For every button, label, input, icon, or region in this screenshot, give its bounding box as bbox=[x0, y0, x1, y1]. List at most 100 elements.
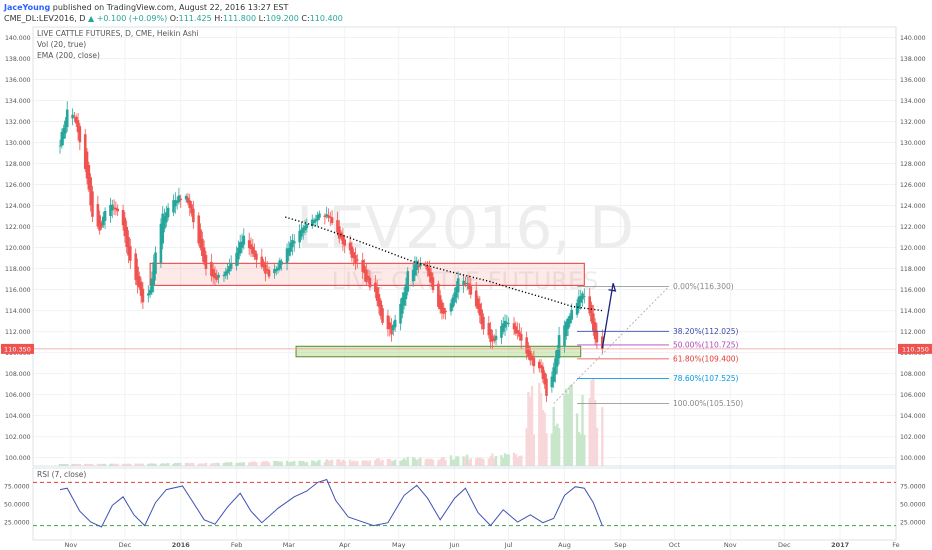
candle-body bbox=[350, 246, 354, 258]
volume-bar bbox=[174, 462, 177, 466]
volume-bar bbox=[581, 395, 584, 466]
volume-bar bbox=[487, 458, 491, 466]
volume-bar bbox=[76, 463, 80, 466]
volume-bar bbox=[188, 463, 191, 466]
change-value: +0.100 (+0.09%) bbox=[96, 14, 168, 23]
candle-body bbox=[592, 313, 595, 331]
legend-rsi: RSI (7, close) bbox=[37, 470, 86, 479]
volume-bar bbox=[293, 460, 296, 466]
volume-bar bbox=[348, 459, 352, 466]
candle-body bbox=[415, 260, 419, 270]
candle-body bbox=[545, 378, 548, 396]
candle-body bbox=[316, 215, 319, 221]
y-tick-label-right: 136.000 bbox=[900, 77, 926, 84]
candle-body bbox=[330, 217, 334, 224]
chart-legend: LIVE CATTLE FUTURES, D, CME, Heikin Ashi… bbox=[37, 29, 199, 479]
rsi-tick-label-left: 75.0000 bbox=[4, 484, 30, 491]
y-tick-label-right: 140.000 bbox=[900, 35, 926, 42]
volume-bar bbox=[341, 459, 345, 466]
candle-body bbox=[175, 200, 179, 204]
candle-body bbox=[514, 326, 518, 334]
candle-body bbox=[428, 268, 431, 277]
volume-bar bbox=[73, 463, 76, 466]
arrow-shaft[interactable] bbox=[601, 283, 614, 349]
y-tick-label-left: 132.000 bbox=[5, 119, 31, 126]
volume-bar bbox=[406, 456, 409, 466]
candle-body bbox=[474, 290, 478, 307]
fib-level-label: 0.00%(116.300) bbox=[673, 282, 734, 291]
candle-body bbox=[163, 216, 166, 229]
volume-bar bbox=[100, 463, 103, 466]
candle-body bbox=[437, 283, 440, 307]
volume-bar bbox=[379, 461, 382, 466]
author-name[interactable]: JaceYoung bbox=[4, 3, 51, 12]
candle-body bbox=[325, 214, 328, 217]
volume-bar bbox=[186, 462, 190, 466]
fib-level-label: 38.20%(112.025) bbox=[673, 327, 739, 336]
volume-bar bbox=[121, 463, 125, 466]
candle-body bbox=[74, 116, 78, 124]
projection-arrow[interactable] bbox=[601, 283, 617, 349]
candle-body bbox=[365, 269, 368, 283]
volume-bar bbox=[112, 463, 116, 466]
candle-body bbox=[300, 229, 303, 237]
volume-bar bbox=[85, 463, 89, 466]
candle-body bbox=[530, 355, 534, 360]
y-tick-label-left: 102.000 bbox=[5, 434, 31, 441]
y-tick-label-right: 134.000 bbox=[900, 98, 926, 105]
volume-bar bbox=[226, 462, 229, 466]
candle-body bbox=[379, 300, 383, 316]
volume-bar bbox=[264, 461, 267, 466]
y-tick-label-right: 114.000 bbox=[900, 308, 926, 315]
volume-bar bbox=[595, 427, 599, 466]
candle-body bbox=[292, 241, 296, 244]
volume-bar bbox=[202, 463, 206, 466]
candle-body bbox=[411, 269, 415, 282]
volume-bar bbox=[87, 463, 91, 466]
volume-bar bbox=[91, 463, 94, 466]
volume-bar bbox=[276, 461, 280, 466]
candle-body bbox=[579, 295, 583, 303]
volume-bar bbox=[62, 463, 65, 466]
candle-body bbox=[65, 109, 69, 128]
candle-body bbox=[563, 325, 566, 347]
candle-body bbox=[240, 241, 244, 248]
candle-body bbox=[541, 366, 545, 379]
volume-bar bbox=[190, 462, 193, 466]
volume-bar bbox=[311, 460, 314, 466]
candle-body bbox=[235, 252, 238, 266]
y-tick-label-left: 100.000 bbox=[5, 455, 31, 462]
fib-level-label: 61.80%(109.400) bbox=[673, 354, 739, 363]
candle-body bbox=[166, 207, 170, 218]
candle-body bbox=[262, 261, 265, 268]
y-tick-label-left: 118.000 bbox=[5, 266, 31, 273]
candle-body bbox=[217, 274, 220, 278]
candle-body bbox=[109, 204, 112, 216]
candle-body bbox=[154, 252, 157, 274]
volume-bar bbox=[449, 455, 453, 466]
candle-body bbox=[165, 212, 168, 223]
candle-body bbox=[121, 209, 125, 226]
candle-body bbox=[419, 262, 422, 267]
arrow-head-icon[interactable] bbox=[608, 283, 617, 292]
volume-bar bbox=[399, 460, 402, 466]
fibonacci-retracement[interactable]: 0.00%(116.300) 38.20%(112.025) 50.00%(110.… bbox=[553, 282, 744, 408]
candle-body bbox=[516, 329, 519, 334]
candle-body bbox=[440, 302, 444, 314]
volume-bar bbox=[303, 462, 307, 466]
support-zone[interactable] bbox=[295, 345, 582, 358]
volume-bar bbox=[426, 458, 429, 466]
volume-bar bbox=[84, 463, 87, 466]
volume-bar bbox=[316, 460, 319, 466]
candle-body bbox=[215, 275, 219, 280]
volume-bar bbox=[476, 457, 480, 466]
y-tick-label-left: 124.000 bbox=[5, 203, 31, 210]
y-tick-label-left: 116.000 bbox=[5, 287, 31, 294]
rsi-tick-label-right: 25.0000 bbox=[900, 520, 926, 527]
candle-body bbox=[96, 204, 100, 227]
volume-bar bbox=[291, 461, 294, 466]
volume-bar bbox=[134, 463, 137, 466]
candle-body bbox=[557, 335, 561, 359]
candle-body bbox=[363, 265, 366, 274]
